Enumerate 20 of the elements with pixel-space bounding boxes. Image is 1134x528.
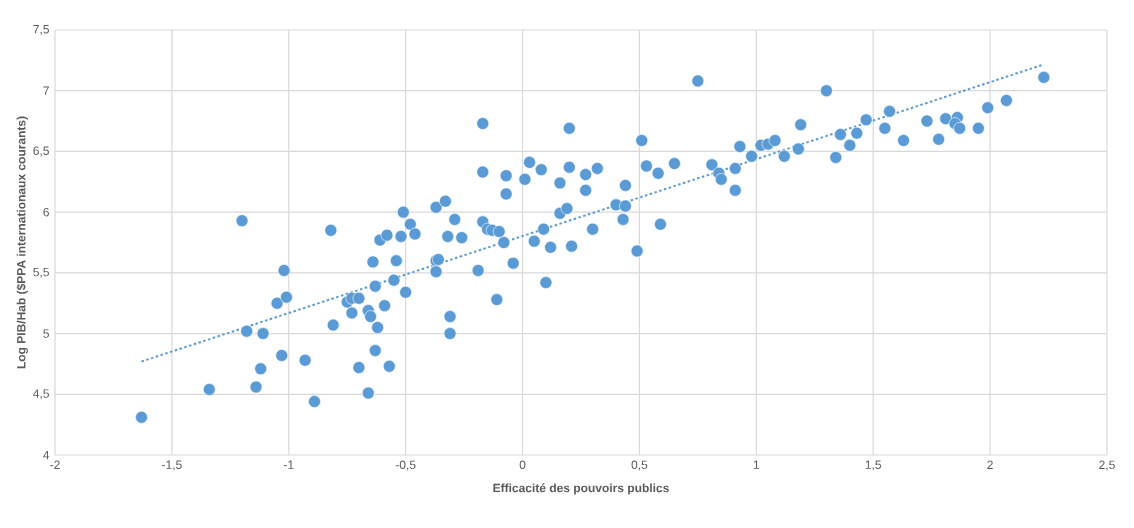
x-tick-label: 0,5: [631, 460, 648, 471]
x-tick-label: 0: [519, 460, 526, 470]
x-tick-label: 2,5: [1099, 460, 1115, 471]
x-tick-label: 2: [987, 460, 993, 469]
y-tick-label: 6,5: [33, 146, 49, 157]
y-tick-label: 7: [43, 86, 49, 95]
y-tick-label: 4,5: [33, 389, 49, 400]
x-tick-label: -0,5: [395, 460, 416, 471]
x-tick-label: -2: [50, 460, 60, 469]
x-tick-label: 1: [753, 460, 760, 469]
y-tick-label: 4: [43, 450, 50, 460]
y-tick-label: 7,5: [33, 25, 49, 35]
y-tick-label: 5,5: [33, 267, 49, 278]
x-tick-label: -1,5: [162, 460, 182, 471]
x-axis-title: Efficacité des pouvoirs publics: [493, 483, 669, 495]
x-tick-label: -1: [283, 460, 294, 469]
y-axis-title: Log PIB/Hab ($PPA internationaux courants): [16, 116, 28, 369]
y-tick-label: 5: [43, 329, 49, 338]
y-tick-label: 6: [43, 207, 49, 217]
x-tick-label: 1,5: [865, 460, 882, 471]
